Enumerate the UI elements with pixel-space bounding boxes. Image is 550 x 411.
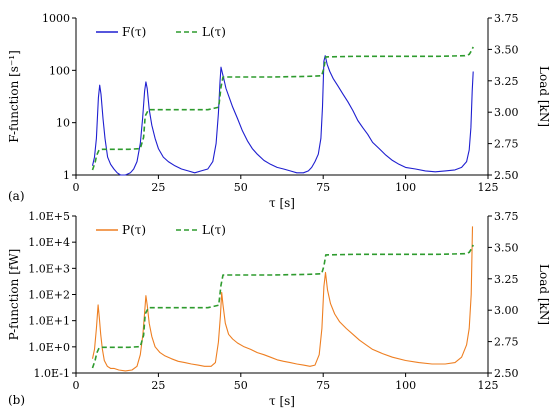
y-tick-label: 1 [63, 169, 70, 182]
y2-tick-label: 3.00 [494, 304, 519, 317]
x-tick-label: 0 [73, 181, 80, 194]
panel-b-series-load-line [91, 244, 474, 369]
y2-tick-label: 3.00 [494, 106, 519, 119]
y2-tick-label: 3.75 [494, 210, 519, 223]
y2-tick-label: 2.75 [494, 336, 519, 349]
y-tick-label: 1000 [42, 12, 70, 25]
y2-tick-label: 3.50 [494, 241, 519, 254]
y2-axis-label: Load [kN] [537, 66, 550, 127]
legend-label: P(τ) [122, 223, 146, 237]
y2-tick-label: 3.75 [494, 12, 519, 25]
x-tick-label: 100 [395, 379, 416, 392]
x-tick-label: 50 [234, 379, 248, 392]
x-tick-label: 75 [316, 379, 330, 392]
y2-tick-label: 2.75 [494, 138, 519, 151]
x-tick-label: 100 [395, 181, 416, 194]
panel-b-label: (b) [8, 393, 25, 407]
x-tick-label: 50 [234, 181, 248, 194]
y2-axis-label: Load [kN] [537, 264, 550, 325]
y2-tick-label: 2.50 [494, 367, 519, 380]
x-tick-label: 0 [73, 379, 80, 392]
panel-b-chart: (b) 0 25 50 75 100 125 1.0E-1 1.0E+0 1.0E+1 1.0E+… [7, 210, 550, 408]
y-axis-label: P-function [fW] [7, 249, 21, 341]
y-tick-label: 100 [49, 64, 70, 77]
y2-tick-label: 3.50 [494, 43, 519, 56]
y-tick-label: 1.0E+3 [28, 262, 70, 275]
x-tick-label: 25 [151, 379, 165, 392]
y-axis-label: F-function [s⁻¹] [7, 50, 21, 143]
y-tick-label: 1.0E+1 [28, 315, 70, 328]
x-axis-label: τ [s] [269, 196, 295, 210]
panel-a-label: (a) [8, 189, 25, 203]
x-tick-label: 125 [478, 379, 499, 392]
legend-label: F(τ) [122, 25, 146, 39]
panel-a-chart: (a) 0 25 50 75 100 125 1 10 100 1000 2.50 2.75 3.00 3… [7, 12, 550, 210]
y2-tick-label: 2.50 [494, 169, 519, 182]
x-tick-label: 75 [316, 181, 330, 194]
legend-label: L(τ) [202, 223, 226, 237]
panel-b-series-main-line [91, 226, 474, 372]
x-tick-label: 125 [478, 181, 499, 194]
y-tick-label: 10 [56, 117, 70, 130]
panel-a-series-load-line [91, 46, 474, 171]
y2-tick-label: 3.25 [494, 273, 519, 286]
x-tick-label: 25 [151, 181, 165, 194]
y-tick-label: 1.0E+4 [28, 236, 70, 249]
y-tick-label: 1.0E+2 [28, 289, 70, 302]
panel-a-series-main-line [91, 55, 474, 176]
y-tick-label: 1.0E-1 [34, 367, 70, 380]
y-tick-label: 1.0E+0 [28, 341, 70, 354]
y2-tick-label: 3.25 [494, 75, 519, 88]
legend-label: L(τ) [202, 25, 226, 39]
y-tick-label: 1.0E+5 [28, 210, 70, 223]
x-axis-label: τ [s] [269, 394, 295, 408]
